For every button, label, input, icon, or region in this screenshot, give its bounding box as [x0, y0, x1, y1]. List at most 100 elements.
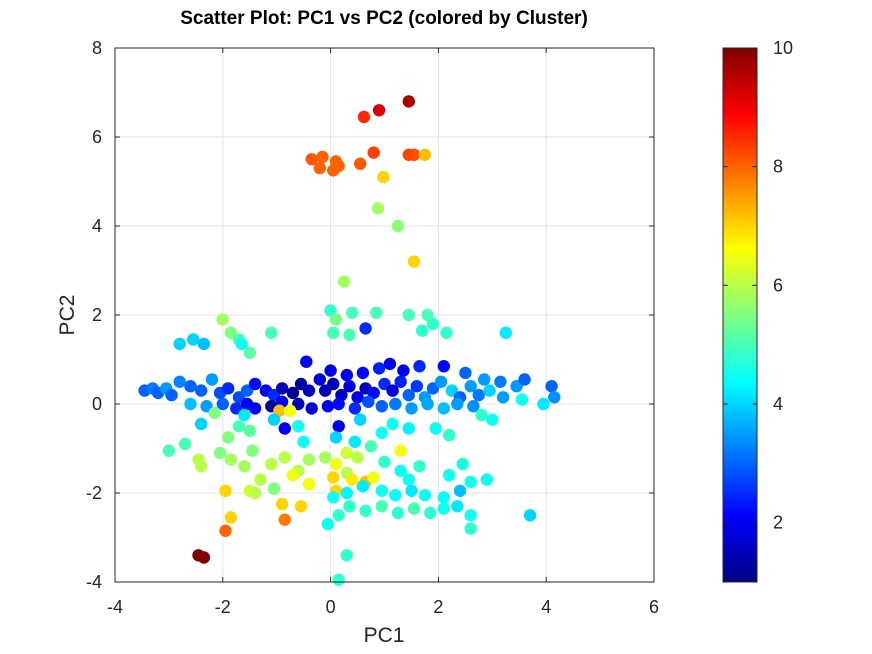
data-point	[370, 306, 383, 319]
data-point	[337, 275, 351, 288]
data-point	[523, 509, 537, 522]
data-point	[456, 457, 469, 471]
data-point	[316, 150, 329, 164]
data-point	[434, 375, 448, 388]
data-point	[332, 509, 345, 522]
data-point	[243, 424, 256, 437]
data-point	[205, 373, 219, 386]
data-point	[515, 393, 529, 406]
data-point	[429, 422, 442, 435]
data-point	[389, 397, 402, 411]
data-point	[184, 380, 197, 393]
data-point	[464, 509, 477, 522]
data-point	[340, 486, 353, 500]
data-point	[278, 451, 291, 464]
data-point	[362, 395, 375, 408]
data-point	[467, 400, 480, 413]
y-tick-label: -2	[86, 483, 102, 503]
data-point	[389, 489, 402, 502]
data-point	[302, 477, 316, 491]
data-point	[394, 444, 407, 457]
data-point	[348, 402, 362, 415]
data-point	[195, 460, 208, 473]
data-point	[327, 377, 340, 391]
data-point	[426, 317, 440, 331]
colorbar-gradient	[723, 48, 757, 582]
x-axis-title: PC1	[364, 624, 405, 647]
data-point	[394, 375, 407, 388]
data-point	[327, 164, 340, 177]
data-point	[407, 148, 421, 161]
data-point	[165, 388, 178, 402]
data-point	[440, 326, 453, 339]
data-point	[459, 366, 472, 380]
data-point	[273, 404, 286, 417]
data-point	[545, 380, 558, 393]
data-point	[329, 431, 343, 444]
data-point	[340, 549, 353, 562]
data-point	[219, 484, 232, 497]
data-point	[394, 464, 407, 477]
data-point	[267, 482, 281, 495]
data-point	[453, 484, 467, 497]
colorbar-tick-label: 2	[773, 513, 783, 533]
data-point	[162, 444, 176, 457]
data-point	[346, 473, 359, 486]
data-point	[354, 413, 367, 426]
data-point	[443, 428, 456, 442]
data-point	[305, 402, 318, 415]
data-point	[367, 386, 380, 400]
data-point	[496, 391, 510, 404]
data-point	[324, 364, 337, 377]
data-point	[499, 326, 512, 339]
data-point	[397, 364, 410, 377]
data-point	[402, 308, 415, 322]
data-point	[548, 391, 561, 404]
data-point	[321, 400, 335, 413]
data-point	[232, 420, 246, 433]
data-point	[332, 397, 345, 411]
colorbar-tick-label: 8	[773, 157, 783, 177]
data-point	[216, 313, 229, 326]
data-point	[294, 500, 308, 513]
data-point	[356, 480, 370, 493]
data-point	[351, 451, 364, 464]
data-point	[354, 157, 367, 170]
y-tick-label: 8	[92, 38, 102, 58]
data-point	[327, 326, 340, 339]
colorbar: 2 4 6 8 10	[722, 38, 793, 583]
data-point	[402, 95, 415, 108]
data-point	[375, 500, 388, 513]
data-point	[313, 373, 326, 386]
data-point	[375, 484, 388, 497]
data-point	[178, 437, 192, 451]
chart-title: Scatter Plot: PC1 vs PC2 (colored by Clu…	[180, 8, 588, 29]
data-point	[383, 357, 397, 371]
x-tick-label: 2	[433, 597, 443, 617]
data-point	[254, 473, 267, 486]
data-point	[464, 522, 477, 535]
data-point	[219, 524, 232, 537]
data-point	[246, 444, 259, 457]
data-point	[364, 440, 378, 453]
data-point	[437, 502, 450, 515]
y-tick-label: 4	[92, 216, 102, 236]
data-point	[357, 110, 371, 124]
data-point	[478, 373, 491, 386]
data-point	[437, 402, 450, 415]
data-point	[224, 453, 238, 466]
data-point	[222, 431, 235, 444]
data-point	[518, 373, 531, 386]
data-point	[386, 417, 399, 431]
colorbar-ticks: 2 4 6 8 10	[723, 38, 793, 533]
x-axis-ticks: -4 -2 0 2 4 6	[107, 48, 659, 617]
data-point	[359, 322, 372, 335]
data-point	[410, 380, 423, 393]
data-point	[197, 551, 211, 564]
data-point	[286, 469, 300, 482]
data-point	[367, 146, 380, 159]
data-point	[208, 406, 221, 420]
data-point	[286, 386, 300, 400]
y-axis-title: PC2	[56, 295, 79, 336]
